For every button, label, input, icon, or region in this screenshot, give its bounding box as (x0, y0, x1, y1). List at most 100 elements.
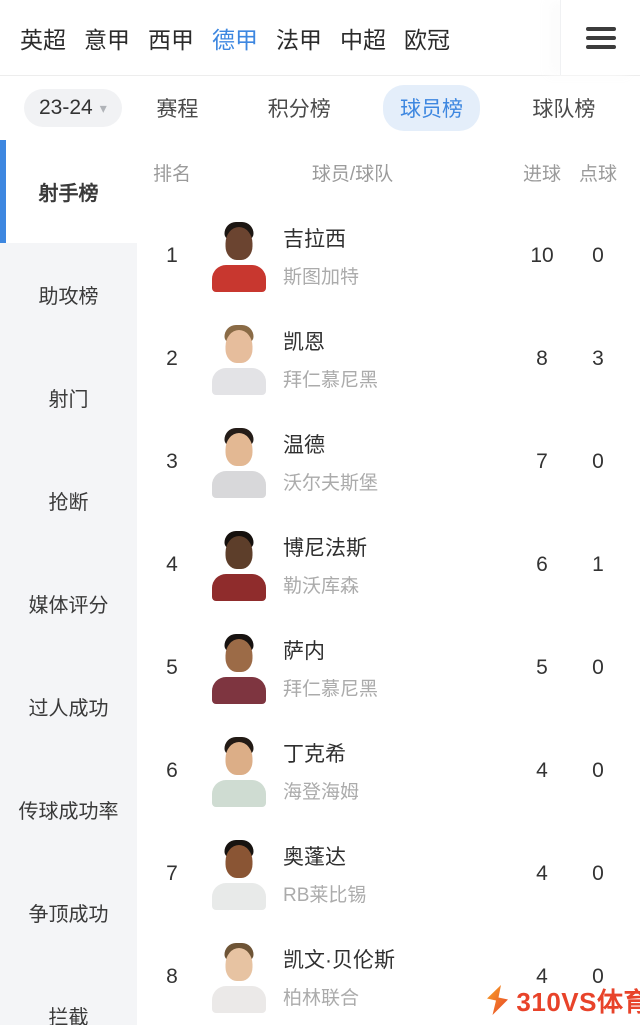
avatar-head (225, 432, 253, 466)
sidebar-stat-item[interactable]: 争顶成功 (0, 861, 137, 964)
penalty-value: 3 (592, 346, 604, 370)
section-tabs: 赛程 积分榜 球员榜 球队榜 (122, 85, 630, 131)
penalty-value: 0 (592, 758, 604, 782)
player-info: 萨内 拜仁慕尼黑 (271, 635, 514, 701)
menu-button[interactable] (560, 0, 640, 75)
table-row[interactable]: 5 萨内 拜仁慕尼黑 5 0 (137, 616, 640, 719)
player-name: 丁克希 (283, 742, 346, 766)
player-name: 萨内 (283, 639, 325, 663)
section-tab[interactable]: 积分榜 (251, 85, 348, 131)
rank-number: 6 (166, 758, 178, 782)
ranking-table: 排名 球员/球队 进球 点球 1 吉拉西 斯图加特 10 0 2 凯恩 拜仁 (137, 140, 640, 1025)
player-name: 凯文·贝伦斯 (283, 948, 395, 972)
league-tabs: 英超 意甲 西甲 德甲 法甲 中超 欧冠 (0, 0, 560, 75)
header-goals: 进球 (522, 163, 561, 185)
league-tab[interactable]: 法甲 (276, 21, 322, 55)
table-row[interactable]: 1 吉拉西 斯图加特 10 0 (137, 204, 640, 307)
player-info: 温德 沃尔夫斯堡 (271, 429, 514, 495)
sidebar-stat-item[interactable]: 过人成功 (0, 655, 137, 758)
player-avatar (212, 735, 266, 807)
table-row[interactable]: 4 博尼法斯 勒沃库森 6 1 (137, 513, 640, 616)
watermark-logo-icon (487, 985, 509, 1015)
player-name: 吉拉西 (283, 227, 346, 251)
penalty-value: 0 (592, 964, 604, 988)
table-row[interactable]: 3 温德 沃尔夫斯堡 7 0 (137, 410, 640, 513)
player-name: 博尼法斯 (283, 536, 367, 560)
table-rows: 1 吉拉西 斯图加特 10 0 2 凯恩 拜仁慕尼黑 8 3 3 (137, 204, 640, 1025)
avatar-jersey (212, 882, 266, 910)
season-selector[interactable]: 23-24 ▾ (24, 89, 122, 127)
avatar-head (225, 638, 253, 672)
goals-value: 4 (536, 861, 548, 885)
rank-number: 8 (166, 964, 178, 988)
player-avatar (212, 220, 266, 292)
sidebar-stat-item[interactable]: 拦截 (0, 964, 137, 1025)
section-tab[interactable]: 赛程 (139, 85, 215, 131)
league-nav: 英超 意甲 西甲 德甲 法甲 中超 欧冠 (0, 0, 640, 76)
team-name: RB莱比锡 (283, 884, 367, 906)
league-tab[interactable]: 西甲 (148, 21, 194, 55)
header-player: 球员/球队 (311, 163, 394, 185)
player-avatar (212, 838, 266, 910)
penalty-value: 0 (592, 861, 604, 885)
stats-sidebar: 射手榜 助攻榜 射门 抢断 媒体评分 过人成功 传球成功率 争顶成功 拦截 (0, 140, 137, 1025)
goals-value: 6 (536, 552, 548, 576)
player-avatar (212, 632, 266, 704)
sidebar-stat-item[interactable]: 助攻榜 (0, 243, 137, 346)
league-tab[interactable]: 中超 (340, 21, 386, 55)
avatar-jersey (212, 367, 266, 395)
penalty-value: 1 (592, 552, 604, 576)
rank-number: 1 (166, 243, 178, 267)
player-info: 凯恩 拜仁慕尼黑 (271, 326, 514, 392)
team-name: 沃尔夫斯堡 (283, 472, 379, 494)
player-info: 吉拉西 斯图加特 (271, 223, 514, 289)
league-tab[interactable]: 英超 (20, 21, 66, 55)
player-info: 凯文·贝伦斯 柏林联合 (271, 944, 514, 1010)
player-info: 博尼法斯 勒沃库森 (271, 532, 514, 598)
hamburger-icon (585, 22, 616, 54)
section-tab[interactable]: 球员榜 (383, 85, 481, 131)
main-area: 射手榜 助攻榜 射门 抢断 媒体评分 过人成功 传球成功率 争顶成功 拦截 排名… (0, 140, 640, 1025)
player-avatar (212, 941, 266, 1013)
sidebar-stat-item[interactable]: 射手榜 (0, 140, 137, 243)
sidebar-stat-item[interactable]: 抢断 (0, 449, 137, 552)
avatar-jersey (212, 985, 266, 1013)
player-info: 丁克希 海登海姆 (271, 738, 514, 804)
league-tab[interactable]: 德甲 (212, 21, 258, 55)
table-row[interactable]: 6 丁克希 海登海姆 4 0 (137, 719, 640, 822)
goals-value: 10 (530, 243, 554, 267)
team-name: 拜仁慕尼黑 (283, 369, 379, 391)
rank-number: 2 (166, 346, 178, 370)
player-avatar (212, 529, 266, 601)
table-row[interactable]: 8 凯文·贝伦斯 柏林联合 4 0 (137, 925, 640, 1025)
section-nav: 23-24 ▾ 赛程 积分榜 球员榜 球队榜 (0, 76, 640, 140)
team-name: 柏林联合 (283, 987, 360, 1009)
sidebar-stat-item[interactable]: 射门 (0, 346, 137, 449)
table-row[interactable]: 7 奥蓬达 RB莱比锡 4 0 (137, 822, 640, 925)
player-name: 凯恩 (283, 330, 325, 354)
avatar-head (225, 741, 253, 775)
watermark: 310VS体育 (484, 982, 640, 1019)
player-info: 奥蓬达 RB莱比锡 (271, 841, 514, 907)
avatar-head (225, 329, 253, 363)
player-avatar (212, 426, 266, 498)
league-tab[interactable]: 意甲 (84, 21, 130, 55)
goals-value: 4 (536, 758, 548, 782)
avatar-head (225, 947, 253, 981)
sidebar-stat-item[interactable]: 媒体评分 (0, 552, 137, 655)
avatar-jersey (212, 470, 266, 498)
table-header: 排名 球员/球队 进球 点球 (137, 140, 640, 204)
table-row[interactable]: 2 凯恩 拜仁慕尼黑 8 3 (137, 307, 640, 410)
penalty-value: 0 (592, 449, 604, 473)
section-tab[interactable]: 球队榜 (515, 85, 612, 131)
avatar-jersey (212, 676, 266, 704)
player-name: 温德 (283, 433, 325, 457)
team-name: 勒沃库森 (283, 575, 360, 597)
rank-number: 3 (166, 449, 178, 473)
goals-value: 4 (536, 964, 548, 988)
goals-value: 5 (536, 655, 548, 679)
sidebar-stat-item[interactable]: 传球成功率 (0, 758, 137, 861)
header-penalty: 点球 (578, 163, 617, 185)
league-tab[interactable]: 欧冠 (404, 21, 450, 55)
team-name: 拜仁慕尼黑 (283, 678, 379, 700)
